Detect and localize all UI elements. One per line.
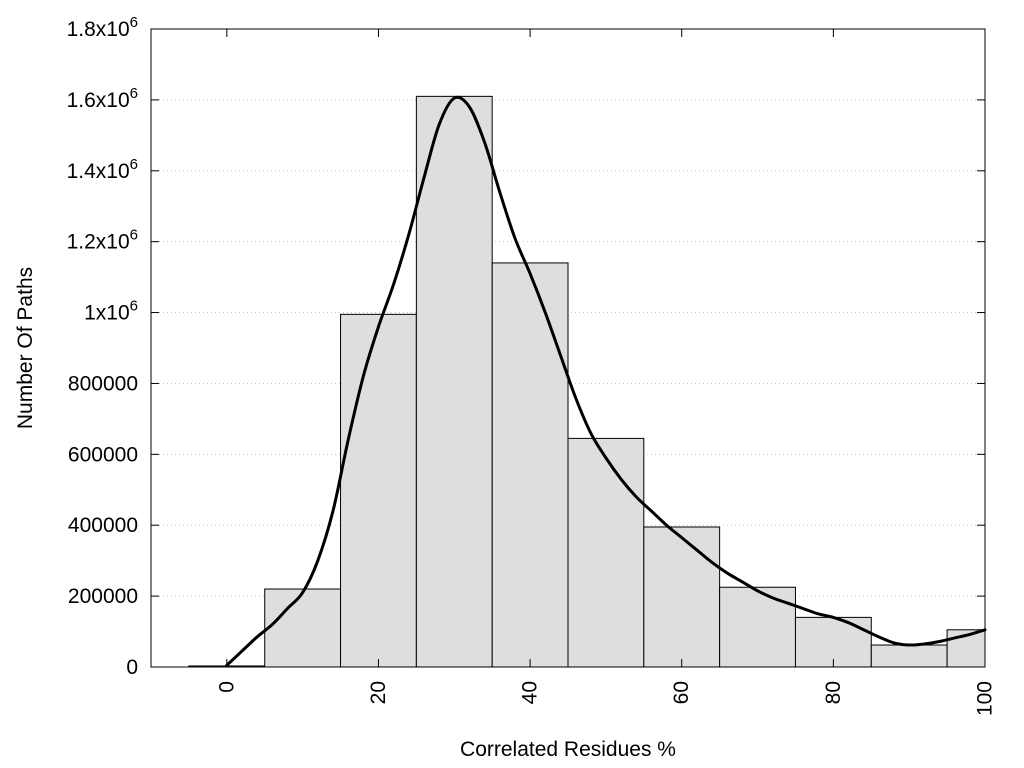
bar-4 [491, 262, 569, 668]
x-tick-label-5: 100 [974, 681, 997, 716]
bar-6 [643, 526, 721, 668]
x-tick-label-3: 60 [670, 681, 693, 704]
y-tick-label-9: 1.8x106 [67, 14, 138, 41]
bars [188, 95, 986, 668]
plot-frame [150, 28, 986, 668]
bar-7 [719, 586, 796, 668]
y-tick-label-4: 800000 [68, 372, 138, 395]
y-tick-label-6: 1.2x106 [67, 227, 138, 254]
y-tick-label-0: 0 [126, 656, 138, 679]
bar-9 [870, 644, 948, 668]
y-tick-label-5: 1x106 [84, 298, 138, 325]
bar-2 [340, 313, 417, 668]
y-tick-label-8: 1.6x106 [67, 85, 138, 112]
y-tick-label-3: 600000 [68, 443, 138, 466]
y-tick-label-7: 1.4x106 [67, 156, 138, 183]
density-curve [225, 95, 987, 667]
x-tick-label-1: 20 [367, 681, 390, 704]
bar-1 [264, 588, 342, 668]
x-axis-title: Correlated Residues % [460, 738, 676, 761]
bar-5 [567, 437, 645, 668]
y-axis-title: Number Of Paths [14, 267, 37, 429]
x-tick-label-0: 0 [215, 681, 238, 693]
y-tick-label-2: 400000 [68, 514, 138, 537]
x-axis-ticks: 0 20 40 60 80 100 [215, 29, 997, 716]
y-tick-label-1: 200000 [68, 585, 138, 608]
density-curve-layer [225, 95, 987, 667]
bar-3 [415, 95, 493, 668]
y-axis-ticks: 0 200000 400000 600000 800000 1x106 1.2x106 1.4… [67, 14, 985, 679]
x-tick-label-4: 80 [822, 681, 845, 704]
x-tick-label-2: 40 [519, 681, 542, 704]
